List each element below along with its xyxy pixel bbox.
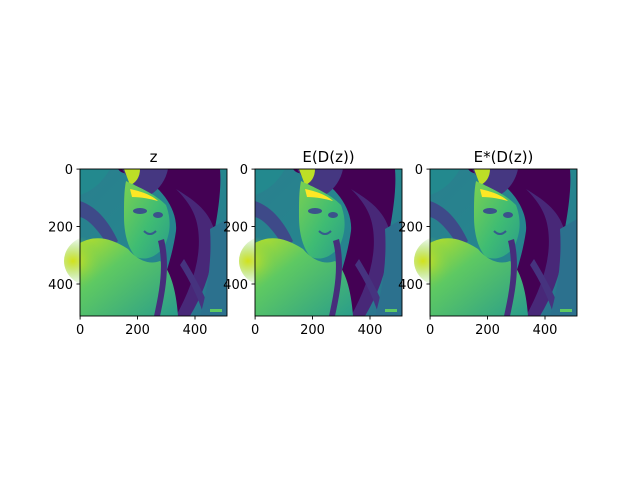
subplot-title: z xyxy=(150,148,158,166)
subplot-z: z 0 200 400 0 200 400 xyxy=(48,148,228,338)
x-axis: 0 200 400 xyxy=(251,316,382,338)
x-tick-label: 200 xyxy=(475,323,500,338)
axes-frame xyxy=(79,168,228,317)
y-tick-label: 400 xyxy=(48,278,73,293)
y-axis: 0 200 400 xyxy=(223,163,255,293)
subplot-e-star-d-z: E*(D(z)) 0 200 400 0 200 400 xyxy=(398,148,578,338)
x-tick-label: 200 xyxy=(300,323,325,338)
y-axis: 0 200 400 xyxy=(398,163,430,293)
y-tick-label: 0 xyxy=(240,163,248,178)
x-tick-label: 0 xyxy=(251,323,259,338)
x-tick-label: 0 xyxy=(426,323,434,338)
y-axis: 0 200 400 xyxy=(48,163,80,293)
y-tick-label: 200 xyxy=(223,221,248,236)
y-tick-label: 0 xyxy=(415,163,423,178)
subplot-title: E(D(z)) xyxy=(302,148,354,166)
heatmap-image xyxy=(413,168,578,317)
heatmap-image xyxy=(63,168,228,317)
y-tick-label: 200 xyxy=(48,221,73,236)
x-tick-label: 400 xyxy=(533,323,558,338)
subplot-e-d-z: E(D(z)) 0 200 400 0 200 400 xyxy=(223,148,403,338)
x-axis: 0 200 400 xyxy=(76,316,207,338)
y-tick-label: 0 xyxy=(65,163,73,178)
x-tick-label: 400 xyxy=(358,323,383,338)
x-tick-label: 400 xyxy=(183,323,208,338)
heatmap-image xyxy=(238,168,403,317)
x-tick-label: 0 xyxy=(76,323,84,338)
subplot-title: E*(D(z)) xyxy=(474,148,534,166)
y-tick-label: 200 xyxy=(398,221,423,236)
x-tick-label: 200 xyxy=(125,323,150,338)
axes-frame xyxy=(429,168,578,317)
axes-frame xyxy=(254,168,403,317)
x-axis: 0 200 400 xyxy=(426,316,557,338)
y-tick-label: 400 xyxy=(398,278,423,293)
y-tick-label: 400 xyxy=(223,278,248,293)
